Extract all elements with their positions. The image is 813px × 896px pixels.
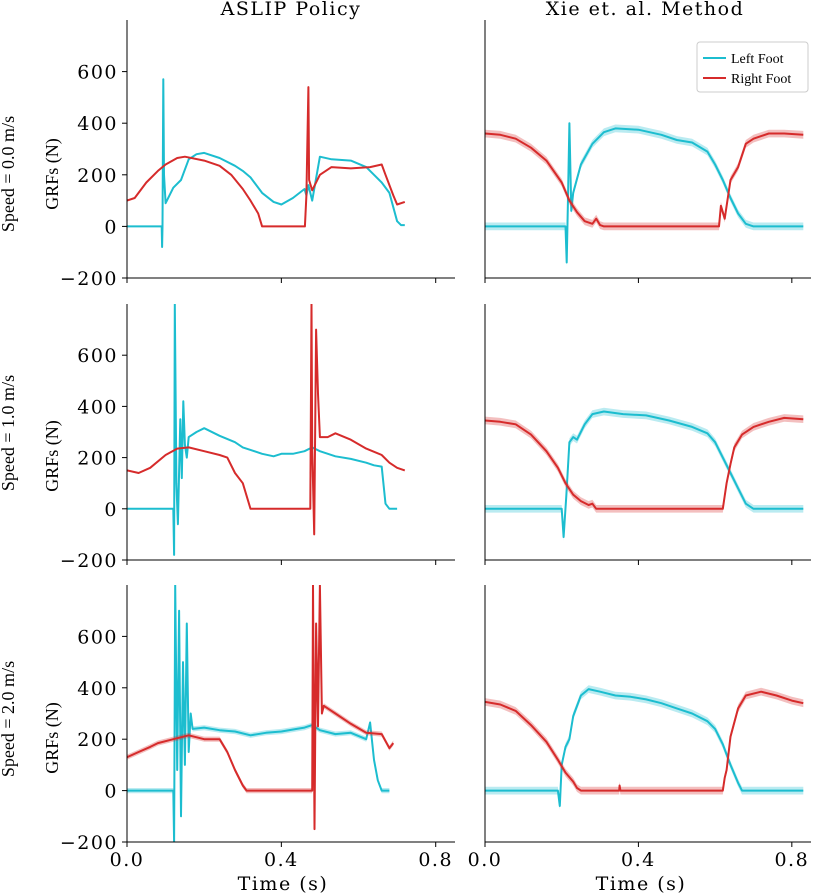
row-label-speed-1: Speed = 1.0 m/s [0,375,18,491]
left-foot-band [485,119,804,267]
y-axis-label-row-0: GRFs (N) [42,138,63,210]
legend-right-foot-label: Right Foot [731,72,791,87]
left-foot-series-line [485,122,804,264]
x-axis-label-left: Time (s) [238,873,329,895]
right-foot-band [485,129,804,231]
legend: Left Foot Right Foot [696,41,809,93]
column-title-aslip: ASLIP Policy [220,0,362,20]
panel-0-1 [484,20,811,283]
x-tick-label: 0.0 [110,849,145,871]
left-foot-series-line [127,304,398,556]
left-foot-band [127,585,390,842]
right-foot-series-line [485,690,804,792]
right-foot-band [127,585,394,832]
left-foot-series-line [485,688,804,807]
y-axis-label-row-1: GRFs (N) [42,420,63,492]
y-tick-label: 0 [104,216,118,238]
panel-1-1 [484,304,811,565]
panel-0-0: 600 400 200 0 −200 [60,20,455,290]
right-foot-series-line [127,585,395,831]
plot-area [127,304,406,556]
y-tick-label: 200 [77,448,118,470]
left-foot-series-line [485,410,804,538]
row-label-speed-2: Speed = 2.0 m/s [0,661,18,777]
plot-area [485,685,804,810]
plot-area [485,119,804,267]
y-tick-label: −200 [60,550,118,572]
y-tick-label: 400 [77,678,118,700]
row-label-speed-0: Speed = 0.0 m/s [0,116,18,232]
left-foot-series-line [127,585,390,842]
y-tick-label: 0 [104,781,118,803]
panel-2-1: 0.0 0.4 0.8 [468,585,811,871]
y-axis-label-row-2: GRFs (N) [42,702,63,774]
right-foot-series-line [127,86,406,228]
plot-area [485,407,804,541]
y-tick-label: 600 [77,626,118,648]
y-tick-label: 200 [77,729,118,751]
x-tick-label: 0.4 [621,849,656,871]
x-tick-label: 0.8 [418,849,453,871]
right-foot-series-line [127,304,406,536]
y-tick-label: −200 [60,832,118,854]
right-foot-series-line [485,416,804,510]
legend-left-foot-label: Left Foot [731,52,784,67]
y-tick-label: −200 [60,268,118,290]
x-tick-label: 0.4 [264,849,299,871]
right-foot-band [485,687,804,795]
y-tick-label: 600 [77,345,118,367]
left-foot-series-line [127,78,405,248]
y-tick-label: 400 [77,113,118,135]
x-axis-label-right: Time (s) [596,873,687,895]
legend-frame [696,41,809,93]
right-foot-series-line [485,132,804,228]
x-tick-label: 0.0 [468,849,503,871]
x-tick-label: 0.8 [774,849,809,871]
panel-1-0: 600 400 200 0 −200 [60,304,455,572]
y-tick-label: 0 [104,499,118,521]
panel-2-0: 0.0 0.4 0.8 600 400 200 0 −200 [60,585,455,871]
y-tick-label: 400 [77,396,118,418]
y-tick-label: 200 [77,165,118,187]
plot-area [127,78,406,248]
y-tick-label: 600 [77,62,118,84]
column-title-xie: Xie et. al. Method [546,0,745,20]
plot-area [127,585,395,842]
right-foot-band [485,414,804,513]
